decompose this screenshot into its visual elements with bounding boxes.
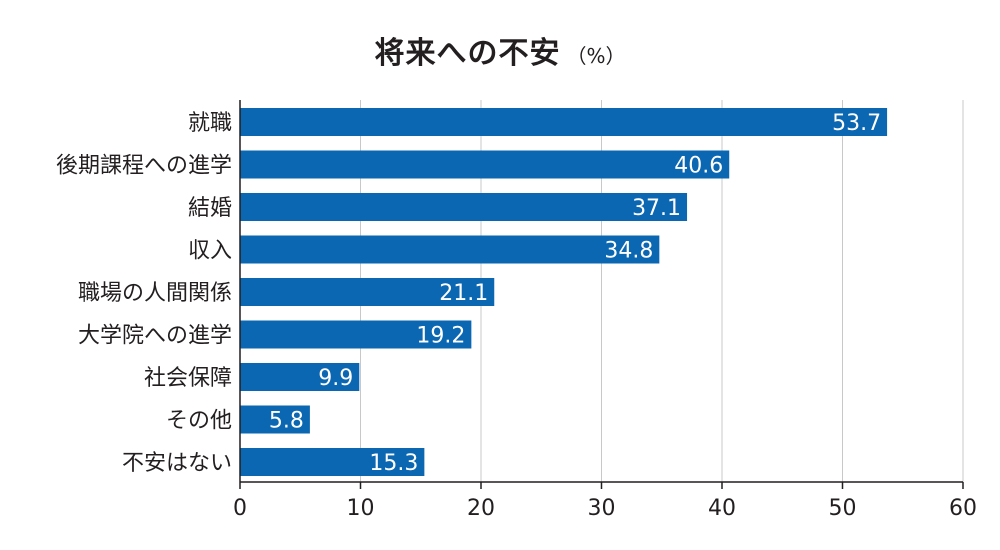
category-label-3: 収入 bbox=[188, 239, 232, 264]
value-label-8: 15.3 bbox=[369, 451, 418, 476]
value-label-3: 34.8 bbox=[604, 239, 653, 264]
category-label-4: 職場の人間関係 bbox=[78, 281, 232, 306]
x-tick-label-50: 50 bbox=[829, 496, 857, 521]
category-label-1: 後期課程への進学 bbox=[56, 154, 232, 179]
bar-7 bbox=[240, 405, 310, 434]
category-label-7: その他 bbox=[166, 409, 232, 434]
category-label-0: 就職 bbox=[188, 111, 232, 136]
value-label-2: 37.1 bbox=[632, 196, 681, 221]
chart-title-area: 将来への不安 （%） bbox=[0, 28, 1000, 72]
bar-2 bbox=[240, 193, 688, 221]
bar-3 bbox=[240, 235, 660, 264]
value-label-1: 40.6 bbox=[674, 154, 723, 179]
bar-0 bbox=[240, 108, 888, 136]
value-label-4: 21.1 bbox=[439, 281, 488, 306]
x-tick-label-20: 20 bbox=[467, 496, 495, 521]
chart-unit: （%） bbox=[566, 44, 626, 68]
bar-6 bbox=[240, 363, 360, 391]
x-tick-label-40: 40 bbox=[708, 496, 736, 521]
category-label-6: 社会保障 bbox=[144, 366, 232, 391]
bar-1 bbox=[240, 150, 730, 179]
value-label-5: 19.2 bbox=[416, 324, 465, 349]
category-label-5: 大学院への進学 bbox=[78, 324, 232, 349]
x-tick-label-10: 10 bbox=[347, 496, 375, 521]
bar-4 bbox=[240, 278, 495, 306]
x-tick-label-0: 0 bbox=[233, 496, 247, 521]
x-tick-label-60: 60 bbox=[949, 496, 977, 521]
value-label-6: 9.9 bbox=[318, 366, 353, 391]
x-tick-label-30: 30 bbox=[588, 496, 616, 521]
category-label-2: 結婚 bbox=[188, 196, 232, 221]
bar-5 bbox=[240, 320, 472, 349]
bar-8 bbox=[240, 448, 425, 476]
chart-title: 将来への不安 bbox=[374, 36, 561, 71]
value-label-0: 53.7 bbox=[832, 111, 881, 136]
category-label-8: 不安はない bbox=[122, 451, 232, 476]
value-label-7: 5.8 bbox=[269, 409, 304, 434]
